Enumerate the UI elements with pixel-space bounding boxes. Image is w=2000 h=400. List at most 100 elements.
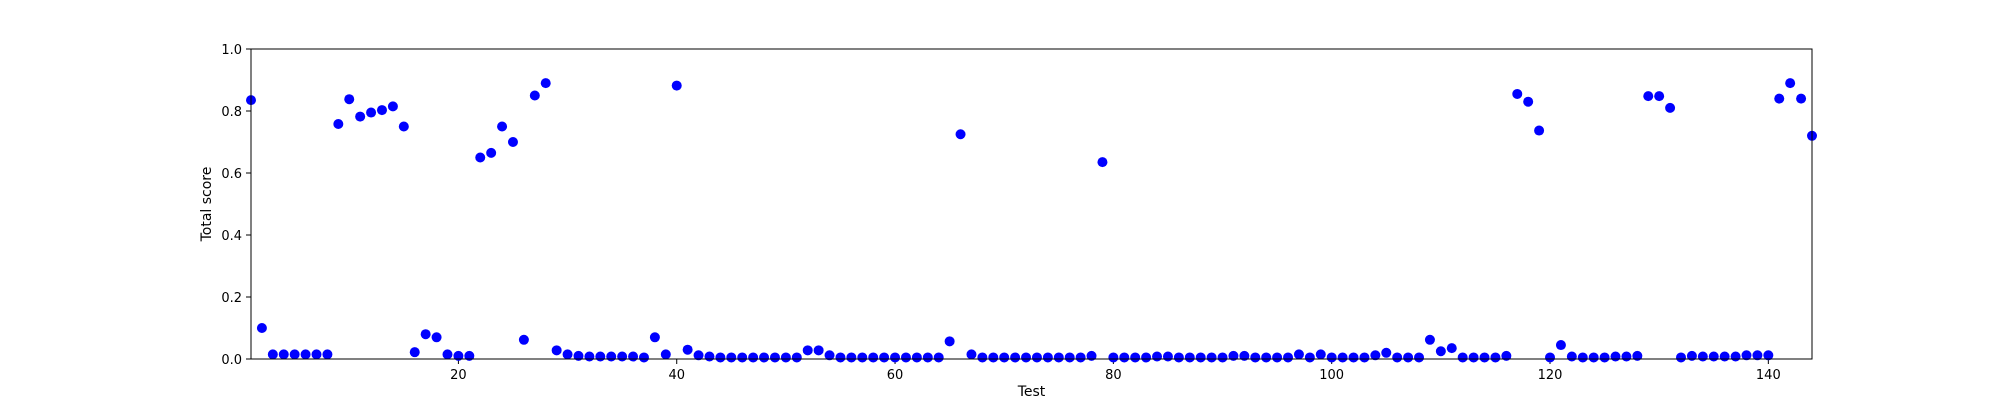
data-point [1162, 351, 1173, 362]
data-point [344, 94, 355, 105]
tick-layer: 20 40 60 80 100 120 140 0.0 0.2 0.4 0.6 0.8 1.0 [221, 43, 1780, 383]
data-point [1785, 78, 1796, 89]
x-tick-label: 100 [1319, 368, 1344, 383]
x-tick-label: 80 [1105, 368, 1122, 383]
data-point [1195, 352, 1206, 363]
data-point [1064, 352, 1075, 363]
data-point [289, 349, 300, 360]
data-point [617, 351, 628, 362]
data-point [1643, 91, 1654, 102]
data-point [1086, 350, 1097, 361]
data-point [693, 350, 704, 361]
data-point [540, 78, 551, 89]
data-point [366, 107, 377, 118]
data-point [1686, 350, 1697, 361]
data-point [1119, 352, 1130, 363]
y-tick-label: 0.4 [221, 229, 242, 244]
data-point [300, 349, 311, 360]
x-tick-label: 20 [450, 368, 467, 383]
data-point [497, 121, 508, 132]
data-point [1741, 350, 1752, 361]
data-point [879, 352, 890, 363]
data-point [922, 352, 933, 363]
data-point [649, 332, 660, 343]
data-point [1239, 350, 1250, 361]
data-point [595, 351, 606, 362]
data-point [1774, 93, 1785, 104]
data-point [1206, 352, 1217, 363]
data-point [311, 349, 322, 360]
y-tick-label: 0.0 [221, 353, 242, 368]
data-point [1152, 351, 1163, 362]
data-point [759, 352, 770, 363]
data-point [256, 323, 267, 333]
data-point [846, 352, 857, 363]
data-point [737, 352, 748, 363]
data-point [999, 352, 1010, 363]
data-point [988, 352, 999, 363]
data-point [1228, 350, 1239, 361]
data-point [1370, 350, 1381, 361]
data-point [868, 352, 879, 363]
data-point [1577, 352, 1588, 363]
data-point [769, 352, 780, 363]
x-tick-label: 60 [887, 368, 904, 383]
data-point [1501, 350, 1512, 361]
data-point [1490, 352, 1501, 363]
data-point [704, 351, 715, 362]
data-point [1097, 157, 1108, 168]
data-point [955, 129, 966, 140]
data-point [933, 352, 944, 363]
data-point [507, 137, 518, 147]
data-point [1796, 93, 1807, 104]
x-tick-label: 140 [1756, 368, 1781, 383]
data-point [453, 350, 464, 361]
plot-frame [250, 48, 1813, 360]
data-point [1272, 352, 1283, 363]
data-point [1130, 352, 1141, 363]
data-point [1763, 350, 1774, 361]
data-point [1555, 340, 1566, 351]
data-point [835, 352, 846, 363]
data-point [715, 352, 726, 363]
data-point [813, 345, 824, 356]
data-point [824, 350, 835, 361]
data-point [1632, 350, 1643, 361]
data-point [628, 351, 639, 362]
y-tick-label: 1.0 [221, 43, 242, 58]
data-point [1708, 351, 1719, 362]
data-point [1392, 352, 1403, 363]
data-point [1053, 352, 1064, 363]
data-point [1381, 347, 1392, 358]
data-point [1588, 352, 1599, 363]
data-point [1446, 343, 1457, 354]
data-point [1217, 352, 1228, 363]
data-point [1435, 346, 1446, 357]
data-point [1676, 352, 1687, 363]
data-point [376, 105, 387, 116]
data-point [1173, 352, 1184, 363]
data-point [1665, 102, 1676, 113]
data-point [529, 90, 540, 101]
data-point [606, 351, 617, 362]
data-point [1108, 352, 1119, 363]
data-point [1479, 352, 1490, 363]
data-point [1566, 351, 1577, 362]
data-point [278, 349, 289, 360]
data-point [1468, 352, 1479, 363]
data-point [671, 80, 682, 91]
data-point [409, 347, 420, 358]
data-point [475, 152, 486, 163]
data-point [398, 121, 409, 132]
y-tick-label: 0.2 [221, 291, 242, 306]
data-point [660, 349, 671, 360]
data-point [442, 349, 453, 360]
data-point [1599, 352, 1610, 363]
data-point [1359, 352, 1370, 363]
data-point [1697, 351, 1708, 362]
data-point [1534, 125, 1545, 136]
data-point [355, 111, 366, 122]
data-point [1283, 352, 1294, 363]
data-point [1512, 88, 1523, 99]
data-point [1752, 350, 1763, 361]
